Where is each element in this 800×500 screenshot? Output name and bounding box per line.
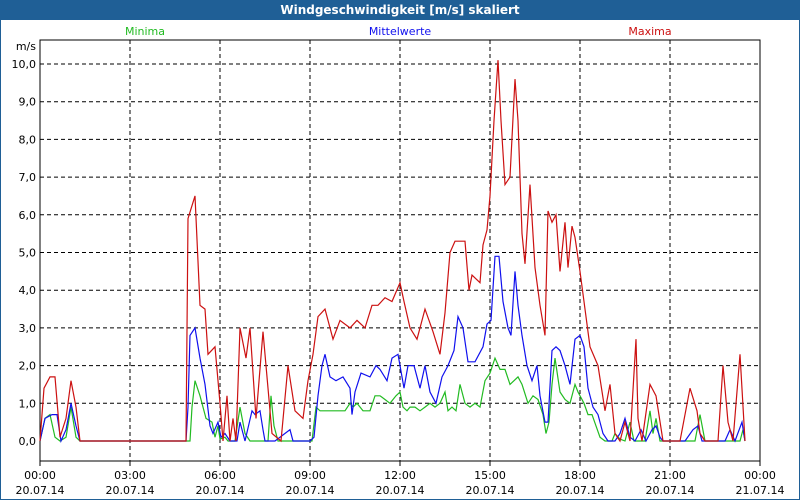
legend-mittelwerte: Mittelwerte — [369, 25, 432, 38]
x-tick-date: 20.07.14 — [286, 484, 335, 497]
series-line-mittelwerte — [39, 255, 746, 444]
x-tick-date: 20.07.14 — [646, 484, 695, 497]
y-tick-label: 3,0 — [19, 322, 37, 335]
x-tick-time: 18:00 — [564, 469, 596, 482]
y-tick-label: 1,0 — [19, 397, 37, 410]
y-tick-label: 6,0 — [19, 209, 37, 222]
legend-minima: Minima — [125, 25, 165, 38]
y-tick-label: 0,0 — [19, 435, 37, 448]
y-axis-unit: m/s — [16, 40, 36, 53]
y-tick-label: 8,0 — [19, 133, 37, 146]
x-tick-time: 21:00 — [654, 469, 686, 482]
x-tick-date: 20.07.14 — [106, 484, 155, 497]
x-tick-time: 06:00 — [204, 469, 236, 482]
x-tick-time: 12:00 — [384, 469, 416, 482]
y-tick-label: 2,0 — [19, 360, 37, 373]
x-tick-date: 20.07.14 — [376, 484, 425, 497]
x-tick-time: 00:00 — [24, 469, 56, 482]
window-title: Windgeschwindigkeit [m/s] skaliert — [0, 0, 800, 20]
x-tick-date: 20.07.14 — [556, 484, 605, 497]
x-tick-time: 09:00 — [294, 469, 326, 482]
y-tick-label: 5,0 — [19, 247, 37, 260]
series-line-maxima — [39, 60, 746, 443]
x-tick-time: 03:00 — [114, 469, 146, 482]
y-tick-label: 10,0 — [12, 58, 37, 71]
legend-maxima: Maxima — [628, 25, 671, 38]
x-tick-time: 15:00 — [474, 469, 506, 482]
x-tick-date: 20.07.14 — [16, 484, 65, 497]
x-tick-date: 21.07.14 — [736, 484, 785, 497]
plot-area — [39, 39, 761, 462]
x-tick-date: 20.07.14 — [196, 484, 245, 497]
y-tick-label: 4,0 — [19, 284, 37, 297]
x-tick-time: 00:00 — [744, 469, 776, 482]
y-tick-label: 7,0 — [19, 171, 37, 184]
y-tick-label: 9,0 — [19, 96, 37, 109]
x-tick-date: 20.07.14 — [466, 484, 515, 497]
